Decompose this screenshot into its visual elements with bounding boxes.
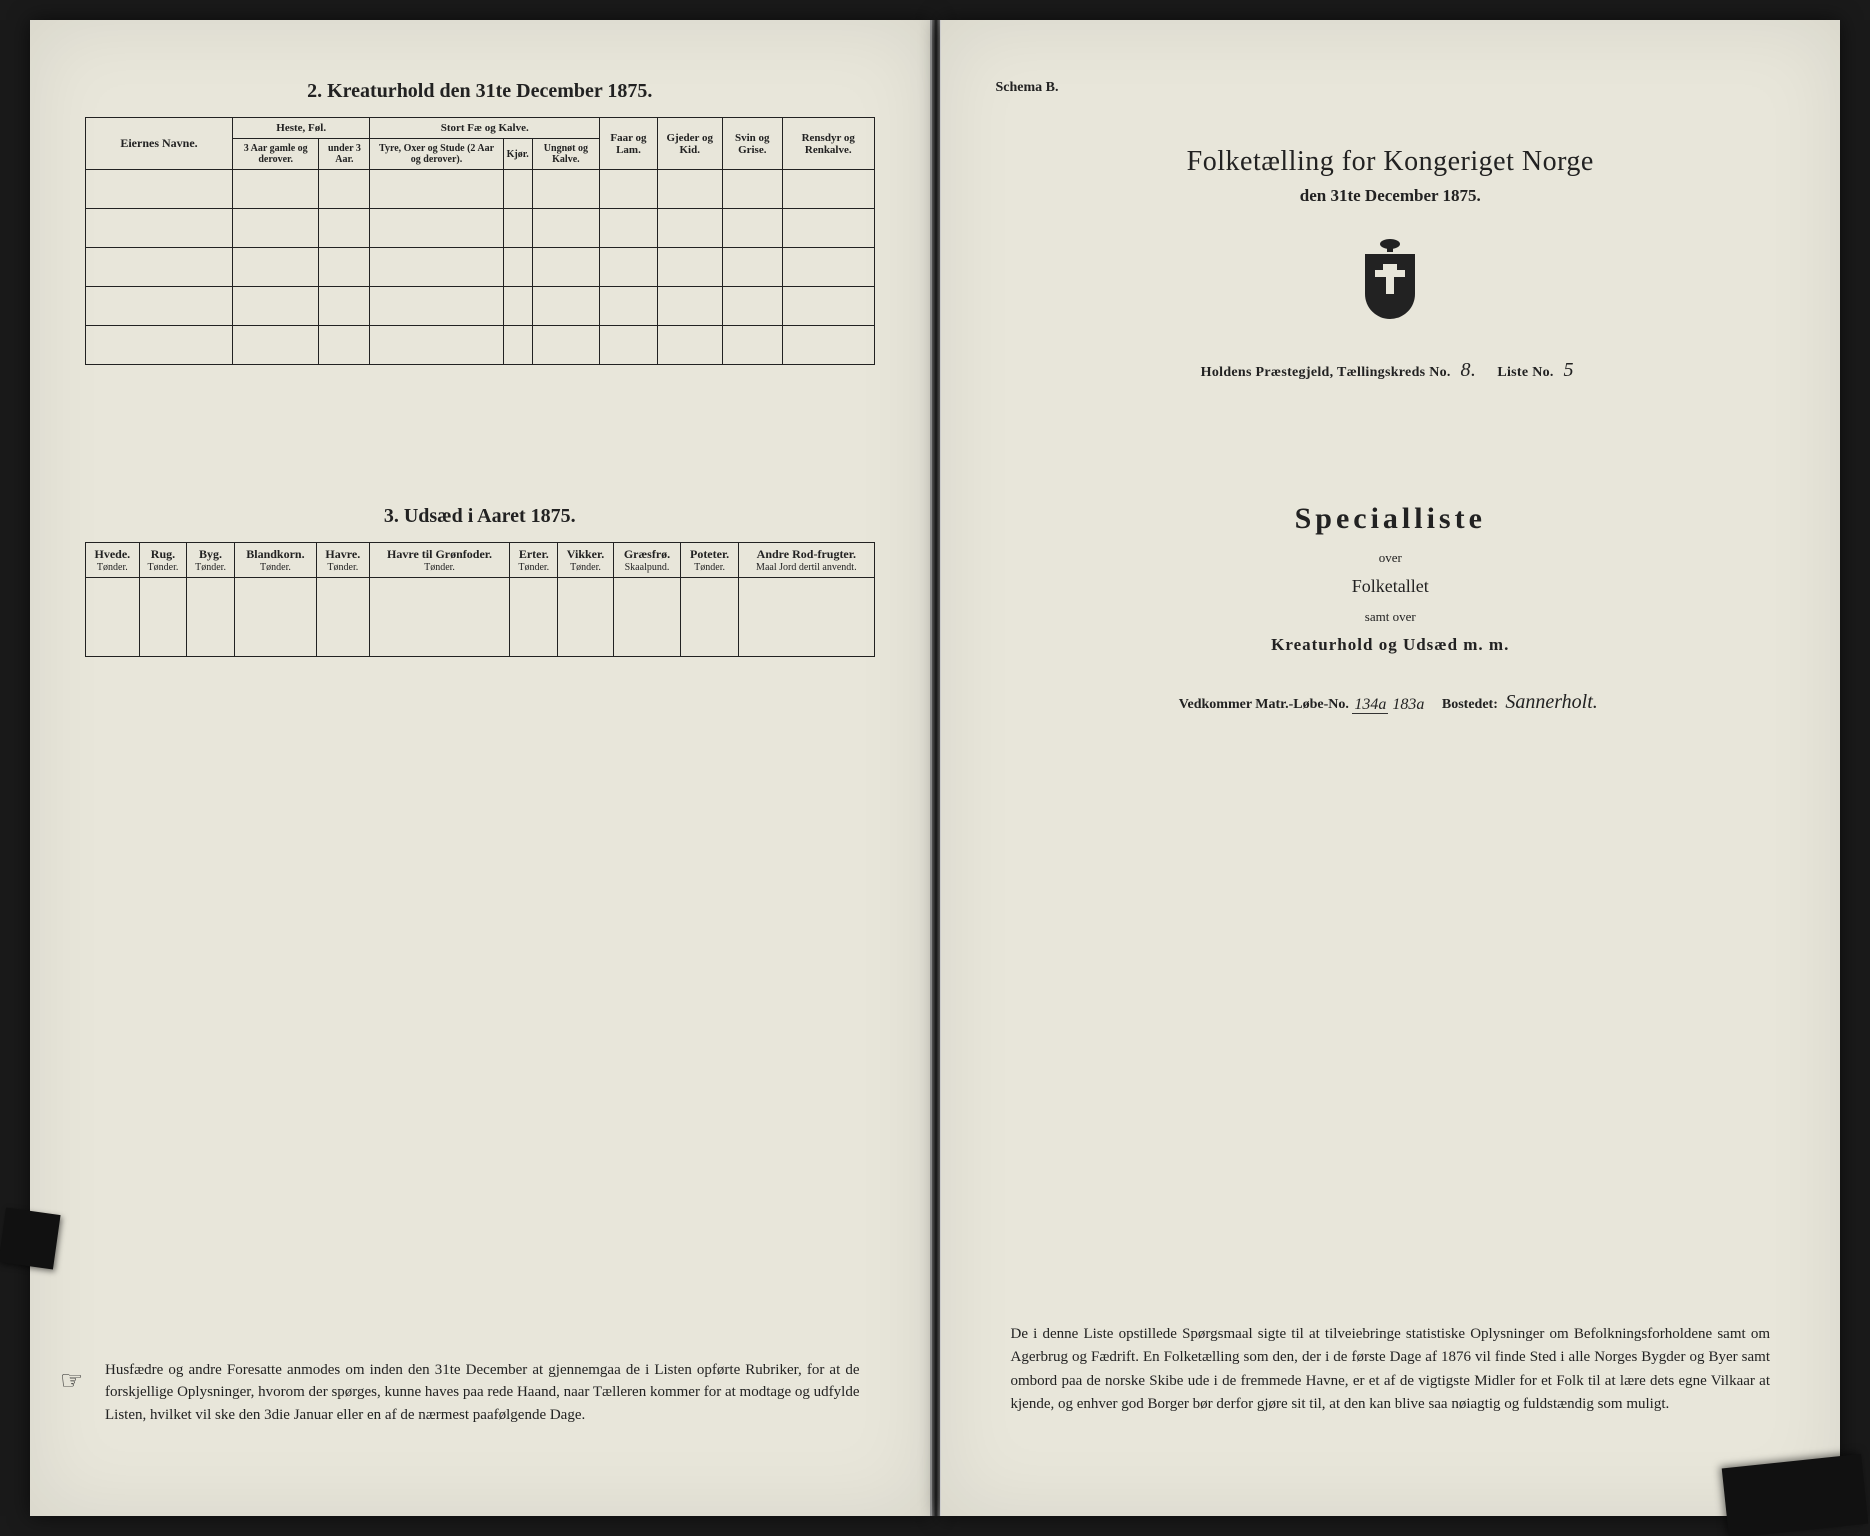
seed-col: Havre til Grønfoder.Tønder. xyxy=(369,543,510,578)
seed-col: Rug.Tønder. xyxy=(139,543,187,578)
pointing-hand-icon: ☞ xyxy=(60,1361,83,1400)
seed-col: Havre.Tønder. xyxy=(317,543,370,578)
seed-col: Blandkorn.Tønder. xyxy=(234,543,316,578)
matr-no: 134a 183a xyxy=(1352,697,1424,713)
seed-col: Vikker.Tønder. xyxy=(558,543,614,578)
table-row xyxy=(86,287,875,326)
vedkommer-line: Vedkommer Matr.-Løbe-No. 134a 183a Boste… xyxy=(996,691,1786,714)
col-rensdyr: Rensdyr og Renkalve. xyxy=(783,118,874,170)
folketallet-label: Folketallet xyxy=(996,576,1786,597)
liste-label: Liste No. xyxy=(1497,365,1553,380)
liste-no: 5 xyxy=(1558,359,1580,381)
footer-text: Husfædre og andre Foresatte anmodes om i… xyxy=(105,1362,860,1423)
col-faar: Faar og Lam. xyxy=(600,118,658,170)
parish-line: Holdens Præstegjeld, Tællingskreds No. 8… xyxy=(996,359,1786,382)
section2-title: 2. Kreaturhold den 31te December 1875. xyxy=(85,80,875,103)
seed-col: Andre Rod-frugter.Maal Jord dertil anven… xyxy=(739,543,874,578)
seed-cell xyxy=(558,578,614,657)
samt-label: samt over xyxy=(996,609,1786,625)
parish-label: Holdens Præstegjeld, Tællingskreds No. xyxy=(1201,365,1451,380)
col-fae-b: Kjør. xyxy=(503,139,532,170)
kreaturhold-table: Eiernes Navne. Heste, Føl. Stort Fæ og K… xyxy=(85,117,875,365)
bostedet-label: Bostedet: xyxy=(1442,697,1498,712)
seed-col: Poteter.Tønder. xyxy=(681,543,739,578)
right-footer-note: De i denne Liste opstillede Spørgsmaal s… xyxy=(1011,1323,1771,1416)
main-title: Folketælling for Kongeriget Norge xyxy=(996,146,1786,178)
seed-cell xyxy=(234,578,316,657)
left-page: 2. Kreaturhold den 31te December 1875. E… xyxy=(30,20,932,1516)
col-svin: Svin og Grise. xyxy=(722,118,782,170)
date-line: den 31te December 1875. xyxy=(996,186,1786,206)
seed-cell xyxy=(187,578,235,657)
seed-cell xyxy=(86,578,140,657)
col-heste-b: under 3 Aar. xyxy=(319,139,370,170)
seed-col: Byg.Tønder. xyxy=(187,543,235,578)
table-row xyxy=(86,248,875,287)
col-fae: Stort Fæ og Kalve. xyxy=(370,118,600,139)
coat-of-arms-icon xyxy=(996,236,1786,331)
seed-cell xyxy=(681,578,739,657)
udsaed-table: Hvede.Tønder.Rug.Tønder.Byg.Tønder.Bland… xyxy=(85,542,875,657)
col-heste: Heste, Føl. xyxy=(233,118,370,139)
seed-col: Hvede.Tønder. xyxy=(86,543,140,578)
kreds-no: 8. xyxy=(1455,359,1483,381)
table-row xyxy=(86,170,875,209)
section3-title: 3. Udsæd i Aaret 1875. xyxy=(85,505,875,528)
table-row xyxy=(86,326,875,365)
col-eiernes: Eiernes Navne. xyxy=(86,118,233,170)
col-fae-c: Ungnøt og Kalve. xyxy=(532,139,599,170)
seed-cell xyxy=(613,578,680,657)
seed-col: Erter.Tønder. xyxy=(510,543,558,578)
book-gutter xyxy=(932,20,940,1516)
col-gjeder: Gjeder og Kid. xyxy=(657,118,722,170)
col-heste-a: 3 Aar gamle og derover. xyxy=(233,139,319,170)
bostedet-value: Sannerholt. xyxy=(1501,691,1601,714)
table-row xyxy=(86,209,875,248)
seed-cell xyxy=(317,578,370,657)
seed-col: Græsfrø.Skaalpund. xyxy=(613,543,680,578)
corner-shadow xyxy=(1722,1454,1869,1536)
seed-cell xyxy=(139,578,187,657)
specialliste-heading: Specialliste xyxy=(996,502,1786,536)
col-fae-a: Tyre, Oxer og Stude (2 Aar og derover). xyxy=(370,139,503,170)
vedk-label: Vedkommer Matr.-Løbe-No. xyxy=(1179,697,1349,712)
seed-cell xyxy=(369,578,510,657)
seed-cell xyxy=(510,578,558,657)
left-footer-note: ☞ Husfædre og andre Foresatte anmodes om… xyxy=(105,1359,860,1427)
schema-label: Schema B. xyxy=(996,80,1786,96)
seed-cell xyxy=(739,578,874,657)
binder-clip xyxy=(0,1207,61,1269)
right-page: Schema B. Folketælling for Kongeriget No… xyxy=(940,20,1841,1516)
over-label: over xyxy=(996,550,1786,566)
kreatur-label: Kreaturhold og Udsæd m. m. xyxy=(996,635,1786,655)
